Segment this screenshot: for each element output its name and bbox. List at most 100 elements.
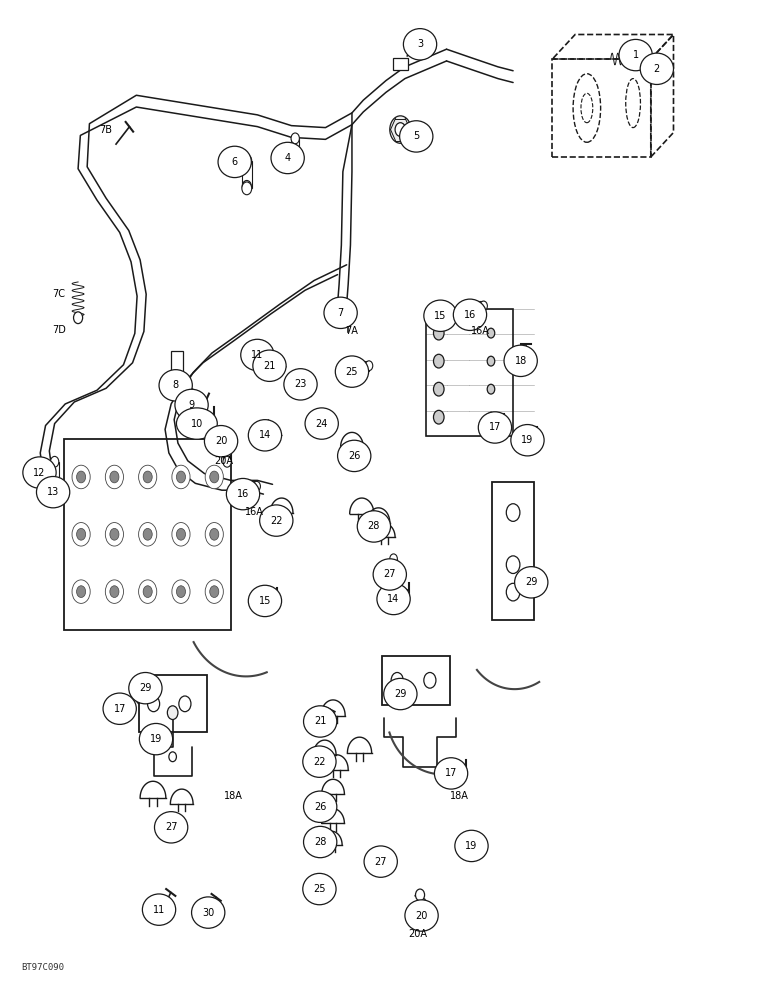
Bar [467,301,483,311]
Bar [291,138,300,160]
Ellipse shape [259,505,293,536]
Ellipse shape [377,583,410,615]
Ellipse shape [218,146,252,178]
Text: 7B: 7B [100,125,113,135]
Circle shape [205,523,223,546]
Circle shape [205,465,223,489]
Text: 20A: 20A [215,456,234,466]
Text: 17: 17 [445,768,457,778]
Text: 28: 28 [367,521,380,531]
Ellipse shape [226,478,259,510]
Text: 28: 28 [314,837,327,847]
Circle shape [105,523,124,546]
Circle shape [223,435,232,446]
Circle shape [253,481,260,491]
Circle shape [50,480,59,491]
Ellipse shape [619,39,652,71]
Ellipse shape [324,297,357,328]
Ellipse shape [515,567,548,598]
Bar [317,413,327,432]
Text: 7C: 7C [52,289,66,299]
Text: 17: 17 [489,422,501,432]
Text: 21: 21 [314,716,327,726]
Circle shape [76,471,86,483]
Text: 16: 16 [237,489,249,499]
Text: 29: 29 [525,577,537,587]
Text: 7: 7 [337,308,344,318]
Ellipse shape [253,350,286,381]
Circle shape [169,752,177,762]
Circle shape [242,182,252,195]
Text: 9: 9 [188,400,195,410]
Ellipse shape [249,420,282,451]
Bar [393,58,408,70]
Ellipse shape [303,826,337,858]
Text: 22: 22 [270,516,283,526]
Text: 11: 11 [251,350,263,360]
Bar [242,161,252,188]
Text: 27: 27 [165,822,178,832]
Text: 8: 8 [173,380,179,390]
Ellipse shape [303,873,336,905]
Ellipse shape [400,121,433,152]
Circle shape [177,586,185,598]
Circle shape [480,301,487,311]
Circle shape [365,361,373,371]
Circle shape [433,354,444,368]
Circle shape [143,471,152,483]
Circle shape [105,580,124,603]
Ellipse shape [384,678,417,710]
Circle shape [168,706,178,720]
Circle shape [145,678,157,694]
Ellipse shape [23,457,56,488]
Circle shape [223,456,232,467]
Text: 7A: 7A [346,326,358,336]
Circle shape [487,356,495,366]
Circle shape [487,384,495,394]
Circle shape [139,580,157,603]
Circle shape [390,554,398,564]
Text: 19: 19 [150,734,162,744]
Circle shape [72,523,90,546]
Text: 18A: 18A [224,791,242,801]
Circle shape [50,480,59,492]
Text: 15: 15 [435,311,447,321]
Text: 13: 13 [47,487,59,497]
Circle shape [147,696,160,712]
Circle shape [139,523,157,546]
Ellipse shape [305,408,338,439]
Ellipse shape [205,426,238,457]
Circle shape [139,465,157,489]
Circle shape [179,696,191,712]
Text: 19: 19 [466,841,478,851]
Circle shape [463,301,471,311]
Circle shape [506,504,520,521]
Circle shape [487,412,495,422]
Text: 18: 18 [515,356,527,366]
Ellipse shape [337,440,371,472]
Text: 20: 20 [415,911,428,921]
Circle shape [242,181,252,192]
Bar [50,462,59,485]
Text: 26: 26 [348,451,361,461]
Circle shape [205,580,223,603]
Circle shape [433,326,444,340]
Text: 6: 6 [232,157,238,167]
Circle shape [401,684,412,700]
Ellipse shape [303,746,336,777]
Text: 10: 10 [191,419,203,429]
Ellipse shape [249,585,282,617]
Circle shape [291,133,300,144]
Text: 29: 29 [394,689,407,699]
Ellipse shape [177,408,217,439]
Ellipse shape [373,559,406,590]
Circle shape [424,38,436,54]
Circle shape [76,528,86,540]
Text: 12: 12 [33,468,46,478]
Ellipse shape [129,672,162,704]
Ellipse shape [640,53,673,84]
Circle shape [433,382,444,396]
Ellipse shape [36,476,69,508]
Bar [240,481,256,491]
Text: 16A: 16A [245,507,264,517]
